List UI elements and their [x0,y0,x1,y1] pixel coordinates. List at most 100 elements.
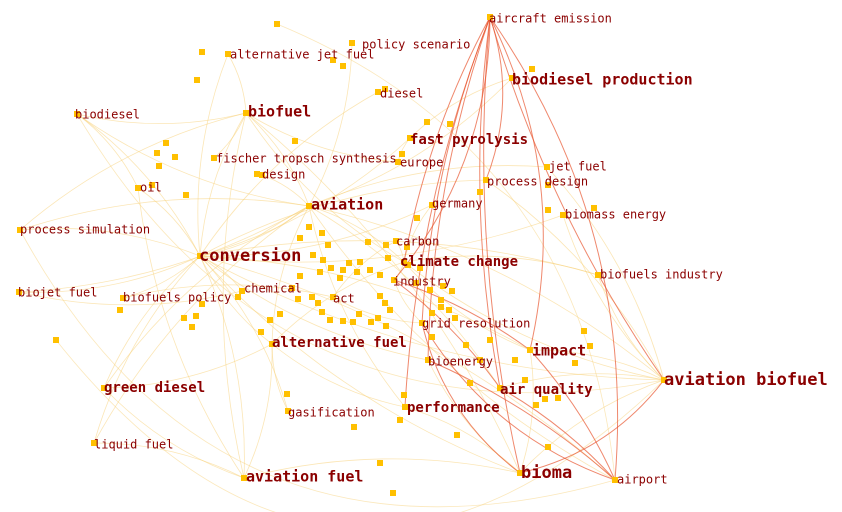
node-unlabeled [154,150,160,156]
node-unlabeled [320,257,326,263]
edge-strong-aircraft_emission-climate_change [403,16,491,263]
node-alternative_fuel [269,341,275,347]
edge-aviation-climate_change [308,205,405,263]
node-unlabeled [274,21,280,27]
edge-performance-aviation [308,205,406,408]
edge-biodiesel_production-fast_pyrolysis [409,77,513,139]
node-unlabeled [295,296,301,302]
edge-conversion-green_diesel [103,255,201,389]
edge-biofuel-biodiesel [76,112,247,125]
node-biofuels_policy [120,295,126,301]
node-unlabeled [467,380,473,386]
node-biofuels_industry [595,272,601,278]
edge-climate_change-aviation_biofuel [403,261,665,381]
node-aviation [306,203,312,209]
edge-strong-aircraft_emission-impact [489,16,544,351]
label-europe: europe [400,156,443,170]
node-unlabeled [199,49,205,55]
edge-liquid_fuel-aviation [93,205,310,444]
label-biodiesel_production: biodiesel production [512,71,693,89]
node-unlabeled [385,255,391,261]
node-aviation_biofuel [661,377,667,383]
node-unlabeled [390,490,396,496]
edge-outer-arc-0 [55,339,665,512]
node-bioma [517,470,523,476]
node-unlabeled [463,342,469,348]
edge-strong-air_quality-industry [393,279,501,389]
node-process_design [483,177,489,183]
edge-aviation_biofuel-aviation [308,205,665,381]
node-design [259,172,265,178]
edge-biojet_fuel-chemical [18,290,243,306]
label-biodiesel: biodiesel [75,108,140,122]
node-unlabeled [340,63,346,69]
node-unlabeled [340,318,346,324]
node-unlabeled [399,151,405,157]
node-unlabeled [397,417,403,423]
edge-aviation_biofuel-air_quality [499,373,665,389]
node-unlabeled [149,182,155,188]
node-unlabeled [438,304,444,310]
node-unlabeled [199,301,205,307]
label-germany: germany [432,197,483,211]
node-unlabeled [310,252,316,258]
node-unlabeled [357,259,363,265]
label-liquid_fuel: liquid fuel [94,438,173,452]
node-act [330,294,336,300]
node-unlabeled [454,432,460,438]
node-unlabeled [405,262,411,268]
nodes [16,14,667,496]
node-industry [391,277,397,283]
edge-policy_scenario-aviation [308,42,353,207]
node-unlabeled [181,315,187,321]
node-unlabeled [382,86,388,92]
node-chemical [239,288,245,294]
label-aviation_biofuel: aviation biofuel [664,370,828,390]
label-performance: performance [407,400,500,416]
label-climate_change: climate change [400,254,518,270]
node-unlabeled [429,334,435,340]
node-unlabeled [284,391,290,397]
node-unlabeled [319,309,325,315]
node-impact [527,347,533,353]
node-unlabeled [404,244,410,250]
edge-alternative_fuel-gasification [271,343,289,412]
edge-strong-aircraft_emission-airport [489,16,619,481]
edge-process_design-conversion [199,179,487,257]
edge-green_diesel-aviation [103,205,310,389]
label-industry: industry [393,275,451,289]
edge-aviation-biofuel [245,112,310,207]
label-process_design: process design [487,175,588,189]
node-unlabeled [383,242,389,248]
edge-aviation_biofuel-jet_fuel [546,166,665,381]
node-unlabeled [401,392,407,398]
label-process_simulation: process simulation [20,223,150,237]
node-policy_scenario [349,40,355,46]
node-diesel [375,89,381,95]
node-unlabeled [258,329,264,335]
label-fischer_tropsch: fischer tropsch synthesis [216,152,397,166]
node-alternative_jet_fuel [225,51,231,57]
edge-biodiesel-conversion [76,113,201,257]
edge-biofuel-bioma [245,112,521,474]
node-unlabeled [377,293,383,299]
node-unlabeled [319,230,325,236]
node-unlabeled [172,154,178,160]
node-unlabeled [417,265,423,271]
label-aircraft_emission: aircraft emission [489,12,612,26]
edge-airport-aviation [308,205,616,481]
label-gasification: gasification [288,406,375,420]
label-green_diesel: green diesel [104,380,205,396]
node-unlabeled [189,324,195,330]
node-bioenergy [425,357,431,363]
node-aircraft_emission [487,14,493,20]
node-jet_fuel [544,164,550,170]
node-unlabeled [235,294,241,300]
edge-aviation_fuel-liquid_fuel [93,442,245,479]
node-unlabeled [297,273,303,279]
node-unlabeled [440,283,446,289]
edge-climate_change-impact [403,261,531,351]
edge-conversion-alternative_fuel [199,255,273,345]
node-unlabeled [377,460,383,466]
node-unlabeled [438,297,444,303]
